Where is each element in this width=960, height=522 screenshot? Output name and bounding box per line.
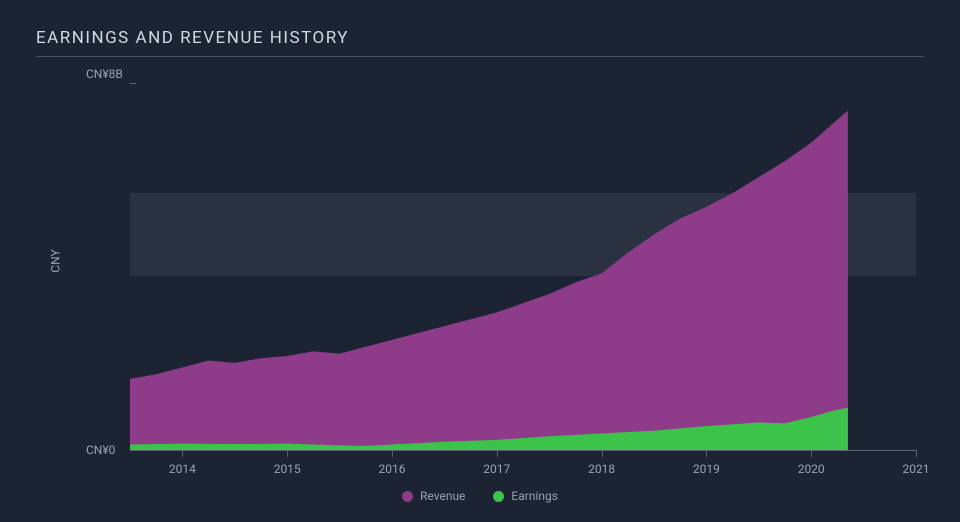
chart-svg	[130, 83, 916, 450]
x-label: 2015	[274, 462, 301, 476]
x-label: 2019	[693, 462, 720, 476]
x-tick	[182, 450, 183, 457]
chart-legend: Revenue Earnings	[36, 489, 924, 505]
chart-plot: 20142015201620172018201920202021	[130, 83, 916, 451]
series-revenue	[130, 111, 848, 450]
legend-label: Revenue	[420, 489, 465, 503]
x-tick	[602, 450, 603, 457]
chart-area: CNY CN¥8B CN¥0 2014201520162017201820192…	[92, 71, 916, 451]
legend-label: Earnings	[511, 489, 558, 503]
legend-item-revenue: Revenue	[402, 489, 465, 503]
y-bottom-label: CN¥0	[86, 443, 115, 457]
x-tick	[392, 450, 393, 457]
x-label: 2016	[378, 462, 405, 476]
legend-item-earnings: Earnings	[493, 489, 558, 503]
x-label: 2020	[798, 462, 825, 476]
y-axis-label: CNY	[49, 249, 63, 272]
x-label: 2017	[483, 462, 510, 476]
x-tick	[287, 450, 288, 457]
legend-swatch	[402, 491, 413, 502]
x-label: 2021	[903, 462, 930, 476]
x-tick	[916, 450, 917, 457]
y-top-label: CN¥8B	[86, 67, 123, 81]
x-tick	[811, 450, 812, 457]
x-tick	[497, 450, 498, 457]
chart-title: EARNINGS AND REVENUE HISTORY	[36, 28, 924, 57]
legend-swatch	[493, 491, 504, 502]
x-label: 2018	[588, 462, 615, 476]
x-label: 2014	[169, 462, 196, 476]
chart-container: EARNINGS AND REVENUE HISTORY CNY CN¥8B C…	[0, 0, 960, 522]
x-tick	[706, 450, 707, 457]
